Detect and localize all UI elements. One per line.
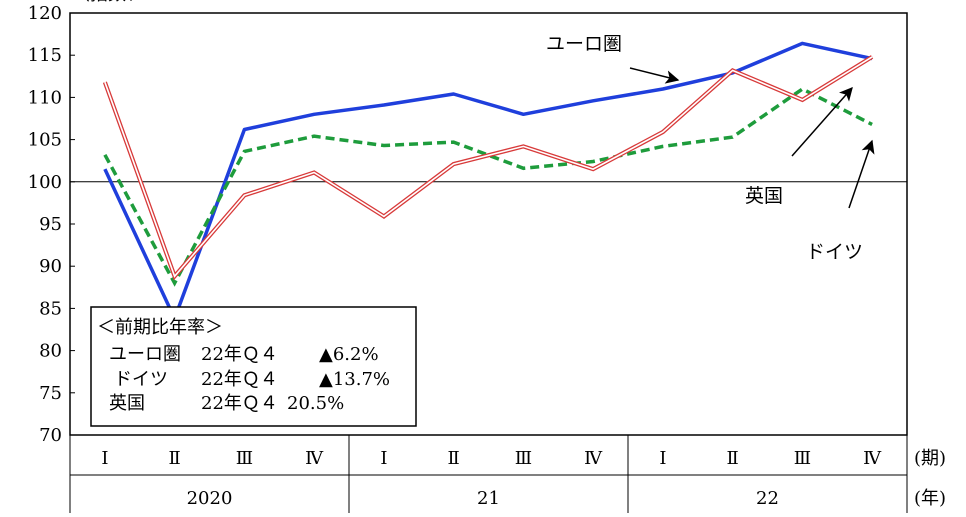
y-axis: 70 75 80 85 90 95 100 105 110 115 120 （指数、 bbox=[28, 0, 144, 446]
x-tick-label: Ⅳ bbox=[305, 448, 324, 469]
x-tick-label: Ⅲ bbox=[515, 448, 532, 469]
x-tick-label: Ⅱ bbox=[727, 448, 739, 469]
y-tick-label: 85 bbox=[39, 298, 62, 319]
y-tick-label: 80 bbox=[39, 341, 62, 362]
legend-box: ＜前期比年率＞ ユーロ圏 22年Ｑ４ ▲6.2% ドイツ 22年Ｑ４ ▲13.7% 英国 22年… bbox=[90, 306, 417, 427]
y-tick-label: 120 bbox=[28, 3, 62, 24]
annotation-euro-label: ユーロ圏 bbox=[546, 33, 622, 55]
year-axis-label: (年) bbox=[914, 488, 946, 509]
y-tick-label: 95 bbox=[39, 214, 62, 235]
y-axis-label: （指数、 bbox=[72, 0, 144, 5]
series-line-euro bbox=[103, 41, 873, 321]
info-box-title: ＜前期比年率＞ bbox=[97, 317, 223, 338]
year-label: 2020 bbox=[187, 488, 233, 509]
x-tick-label: Ⅱ bbox=[169, 448, 181, 469]
x-tick-label: Ⅳ bbox=[863, 448, 882, 469]
y-tick-label: 105 bbox=[28, 130, 62, 151]
series-line-uk-inner bbox=[104, 56, 873, 278]
annotation-uk-arrow bbox=[791, 86, 853, 157]
x-tick-label: Ⅰ bbox=[380, 448, 387, 469]
y-tick-label: 70 bbox=[39, 425, 62, 446]
info-box-row-value: ▲13.7% bbox=[319, 369, 390, 390]
x-tick-label: Ⅲ bbox=[236, 448, 253, 469]
series-group bbox=[102, 41, 874, 321]
info-box-row-period: 22年Ｑ４ bbox=[201, 344, 278, 365]
x-tick-label: Ⅰ bbox=[101, 448, 108, 469]
y-tick-label: 75 bbox=[39, 383, 62, 404]
x-tick-label: Ⅳ bbox=[584, 448, 603, 469]
annotation-germany-arrow bbox=[848, 139, 875, 209]
quarter-axis-label: (期) bbox=[914, 448, 946, 469]
annotation-uk-label: 英国 bbox=[745, 185, 783, 207]
y-tick-label: 100 bbox=[28, 172, 62, 193]
series-line-germany bbox=[103, 86, 873, 287]
axes bbox=[69, 12, 908, 436]
annotation-euro-arrow bbox=[629, 67, 680, 84]
year-label: 22 bbox=[756, 488, 779, 509]
info-box-row-name: ユーロ圏 bbox=[109, 344, 181, 365]
x-tick-label: Ⅲ bbox=[794, 448, 811, 469]
series-line-uk-outer bbox=[102, 55, 874, 281]
x-tick-label: Ⅰ bbox=[659, 448, 666, 469]
y-tick-label: 110 bbox=[28, 87, 62, 108]
x-tick-label: Ⅱ bbox=[448, 448, 460, 469]
info-box-row-period: 22年Ｑ４ bbox=[201, 369, 278, 390]
annotation-germany-label: ドイツ bbox=[806, 241, 863, 263]
y-tick-label: 115 bbox=[28, 45, 62, 66]
info-box-row-period: 22年Ｑ４ bbox=[201, 393, 278, 414]
info-box-frame bbox=[90, 306, 417, 427]
y-tick-label: 90 bbox=[39, 256, 62, 277]
info-box-row-value: 20.5% bbox=[287, 393, 344, 414]
info-box-row-value: ▲6.2% bbox=[319, 344, 379, 365]
plot-frame bbox=[69, 12, 908, 436]
info-box-row-name: 英国 bbox=[109, 393, 145, 414]
info-box-row-name: ドイツ bbox=[114, 369, 168, 390]
year-label: 21 bbox=[477, 488, 500, 509]
x-axis: Ⅰ Ⅱ Ⅲ Ⅳ Ⅰ Ⅱ Ⅲ Ⅳ Ⅰ Ⅱ Ⅲ Ⅳ 2020 21 22 (期) (年) bbox=[69, 435, 946, 513]
